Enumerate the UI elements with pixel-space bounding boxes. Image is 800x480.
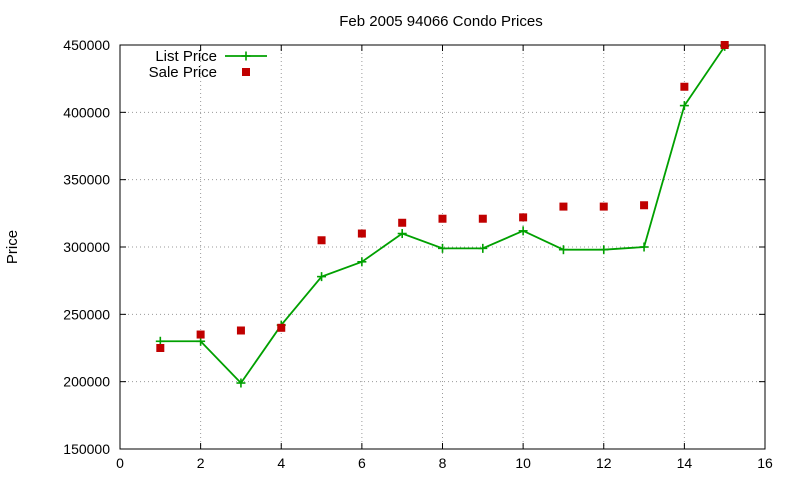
data-point bbox=[357, 257, 367, 267]
data-point bbox=[438, 243, 447, 253]
x-tick-label: 10 bbox=[515, 455, 531, 471]
data-point bbox=[680, 82, 689, 91]
x-tick-label: 2 bbox=[197, 455, 205, 471]
data-point bbox=[357, 229, 366, 238]
data-point bbox=[640, 201, 649, 210]
x-tick-label: 8 bbox=[439, 455, 447, 471]
data-point bbox=[558, 245, 568, 255]
data-point bbox=[639, 242, 649, 252]
data-point bbox=[236, 326, 245, 335]
grid-lines bbox=[120, 45, 765, 449]
data-point bbox=[196, 330, 205, 339]
series-sale-price bbox=[156, 41, 729, 352]
data-point bbox=[559, 202, 568, 211]
y-tick-label: 250000 bbox=[63, 306, 110, 322]
y-tick-label: 450000 bbox=[63, 37, 110, 53]
data-point bbox=[519, 213, 528, 222]
legend-label: Sale Price bbox=[149, 64, 217, 81]
data-point bbox=[156, 344, 165, 352]
x-tick-label: 12 bbox=[596, 455, 612, 471]
chart-title: Feb 2005 94066 Condo Prices bbox=[339, 13, 542, 30]
data-point bbox=[438, 214, 447, 223]
series-marks bbox=[155, 41, 730, 388]
data-point bbox=[478, 214, 487, 223]
series-list-price bbox=[155, 41, 730, 388]
data-point bbox=[679, 101, 689, 111]
series-line bbox=[160, 45, 726, 385]
y-tick-label: 300000 bbox=[63, 239, 110, 255]
x-tick-label: 0 bbox=[116, 455, 124, 471]
data-point bbox=[397, 229, 407, 239]
x-tick-label: 14 bbox=[677, 455, 693, 471]
y-tick-label: 400000 bbox=[63, 104, 110, 120]
data-point bbox=[720, 41, 729, 49]
plot-frame bbox=[119, 44, 766, 450]
x-tick-label: 16 bbox=[757, 455, 773, 471]
y-tick-label: 150000 bbox=[63, 441, 110, 457]
data-point bbox=[277, 323, 286, 332]
x-tick-label: 6 bbox=[358, 455, 366, 471]
legend-marker bbox=[241, 51, 251, 61]
y-axis-title: Price bbox=[4, 230, 21, 264]
axis-ticks: 0 2 4 6 8 10 12 14 16 150000 200000 250000 300000 350… bbox=[63, 37, 773, 471]
legend-label: List Price bbox=[155, 48, 217, 65]
legend-marker bbox=[242, 68, 250, 76]
data-point bbox=[398, 218, 407, 227]
data-point bbox=[317, 236, 326, 245]
plot-border bbox=[119, 44, 766, 450]
y-tick-label: 350000 bbox=[63, 172, 110, 188]
data-point bbox=[599, 245, 609, 255]
data-point bbox=[518, 226, 528, 236]
data-point bbox=[317, 272, 327, 282]
x-tick-label: 4 bbox=[277, 455, 285, 471]
data-point bbox=[478, 243, 488, 253]
data-point bbox=[236, 378, 246, 388]
data-point bbox=[599, 202, 608, 211]
y-tick-label: 200000 bbox=[63, 374, 110, 390]
